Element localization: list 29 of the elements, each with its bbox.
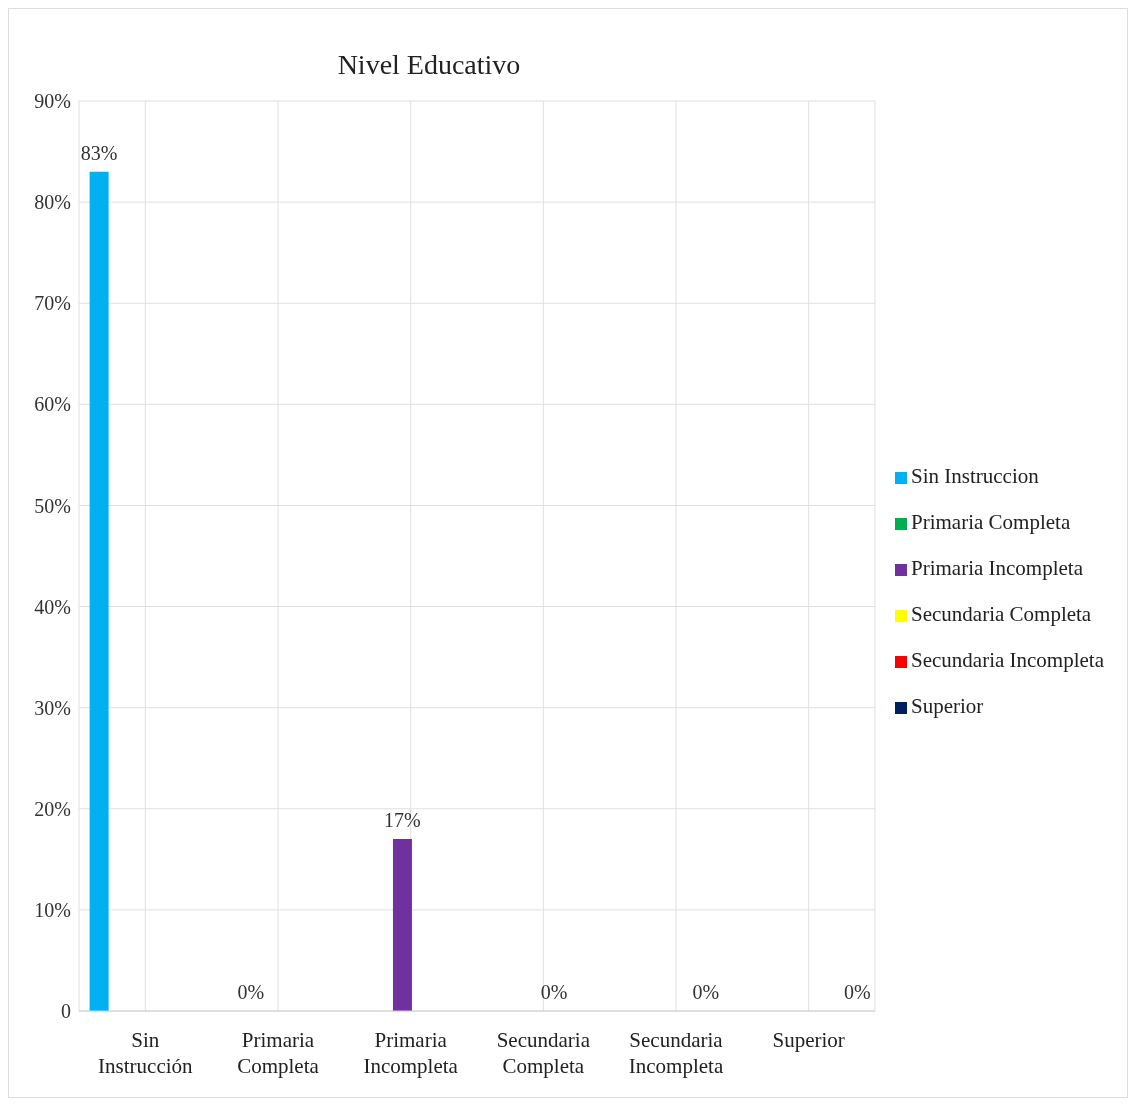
y-tick-label: 10%	[34, 898, 71, 921]
chart-title: Nivel Educativo	[336, 48, 522, 81]
data-label: 17%	[384, 809, 421, 832]
data-label: 0%	[540, 980, 568, 1003]
data-label: 0%	[692, 980, 720, 1003]
data-label: 83%	[80, 141, 118, 164]
data-label: 0%	[237, 980, 265, 1003]
x-tick-label: Sin Instrucción	[98, 1028, 194, 1078]
x-tick-label: Superior	[772, 1028, 845, 1052]
y-tick-label: 20%	[34, 797, 71, 820]
y-tick-label: 30%	[34, 696, 71, 719]
data-label: 0%	[844, 980, 871, 1003]
legend-label: Primaria Incompleta	[911, 556, 1084, 580]
x-tick-label: Primaria Incompleta	[363, 1028, 459, 1078]
y-tick-label: 50%	[34, 494, 71, 517]
y-tick-label: 80%	[34, 191, 71, 214]
y-tick-label: 90%	[34, 90, 71, 113]
legend-label: Superior	[911, 694, 984, 718]
legend-label: Sin Instruccion	[911, 464, 1039, 488]
y-tick-label: 60%	[34, 393, 71, 416]
legend-label: Secundaria Incompleta	[911, 648, 1104, 672]
y-tick-label: 70%	[34, 292, 71, 315]
x-tick-label: Secundaria Incompleta	[628, 1028, 724, 1078]
x-tick-label: Primaria Completa	[237, 1028, 320, 1078]
legend-label: Secundaria Completa	[911, 602, 1092, 626]
x-tick-label: Secundaria Completa	[496, 1028, 591, 1078]
y-tick-label: 40%	[34, 595, 71, 618]
y-tick-label: 0	[61, 1000, 71, 1023]
legend-label: Primaria Completa	[911, 510, 1071, 534]
